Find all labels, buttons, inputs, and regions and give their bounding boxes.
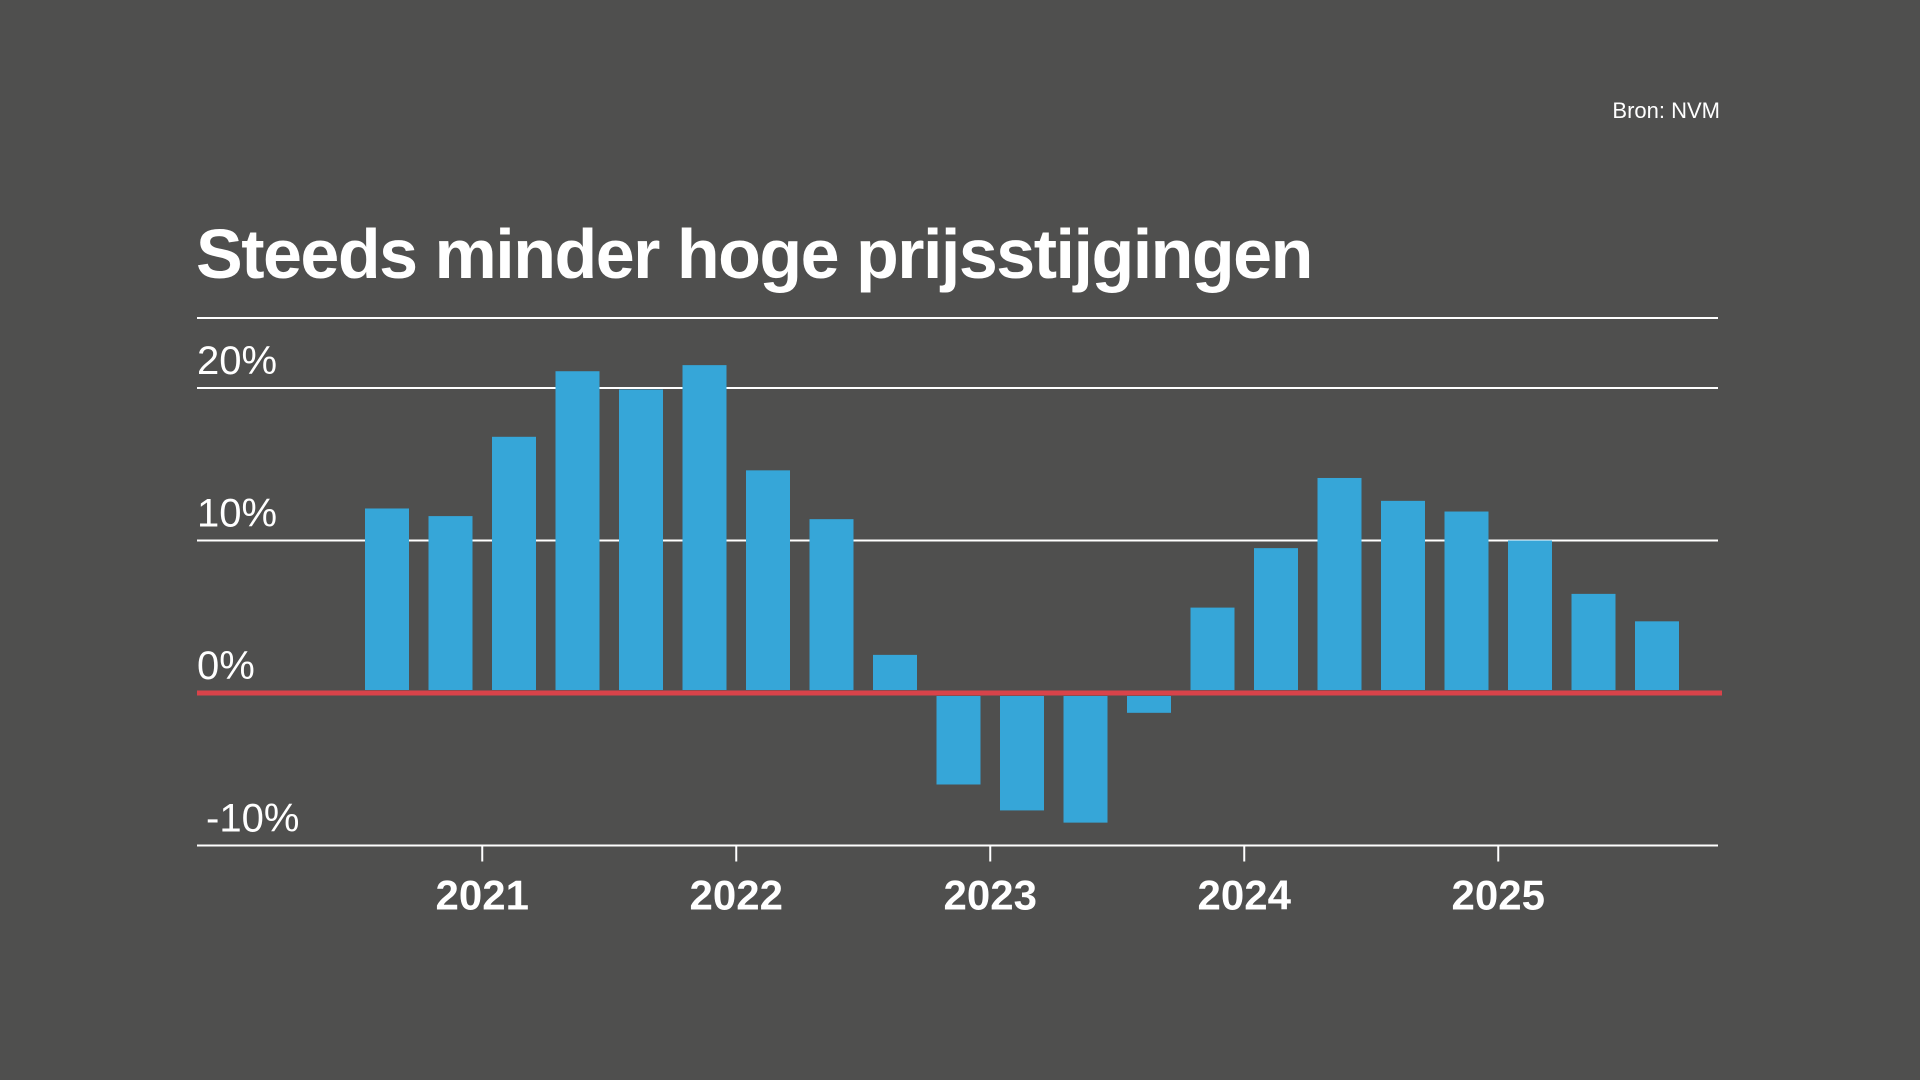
bar-2022-q3 <box>873 654 917 690</box>
bar-2022-q4 <box>936 696 981 785</box>
bar-2023-q1 <box>1000 696 1044 811</box>
x-tick-label: 2024 <box>1198 872 1292 919</box>
y-tick-label: 20% <box>197 339 277 383</box>
y-tick-label: -10% <box>206 797 299 841</box>
bars <box>365 365 1679 823</box>
bar-2023-q2 <box>1063 696 1108 823</box>
y-tick-label: 0% <box>197 644 255 688</box>
bar-2023-q3 <box>1127 696 1171 713</box>
bar-2025-q2 <box>1571 593 1616 690</box>
bar-2021-q4 <box>682 365 727 690</box>
x-tick-label: 2025 <box>1452 872 1545 919</box>
y-tick-label: 10% <box>197 492 277 536</box>
bar-2020-q4 <box>428 516 473 690</box>
bar-2025-q1 <box>1508 540 1552 690</box>
bar-2022-q1 <box>746 470 790 690</box>
bar-2024-q2 <box>1317 477 1362 690</box>
bar-2020-q3 <box>365 508 409 690</box>
bar-2024-q4 <box>1444 511 1489 690</box>
bar-2025-q3 <box>1635 621 1679 690</box>
bar-2021-q3 <box>619 389 663 690</box>
x-axis: 2021 2022 2023 2024 2025 <box>436 845 1545 919</box>
x-tick-label: 2021 <box>436 872 529 919</box>
bar-2024-q3 <box>1381 500 1425 690</box>
bar-2021-q1 <box>492 436 536 690</box>
bar-2021-q2 <box>555 371 600 690</box>
x-tick-label: 2023 <box>944 872 1037 919</box>
bar-2024-q1 <box>1254 548 1298 690</box>
y-axis-labels: 20% 10% 0% -10% <box>197 339 299 841</box>
chart-title: Steeds minder hoge prijsstijgingen <box>196 215 1313 293</box>
x-tick-label: 2022 <box>690 872 783 919</box>
bar-2023-q4 <box>1190 607 1235 690</box>
source-label: Bron: NVM <box>1612 98 1720 123</box>
bar-2022-q2 <box>809 519 854 690</box>
